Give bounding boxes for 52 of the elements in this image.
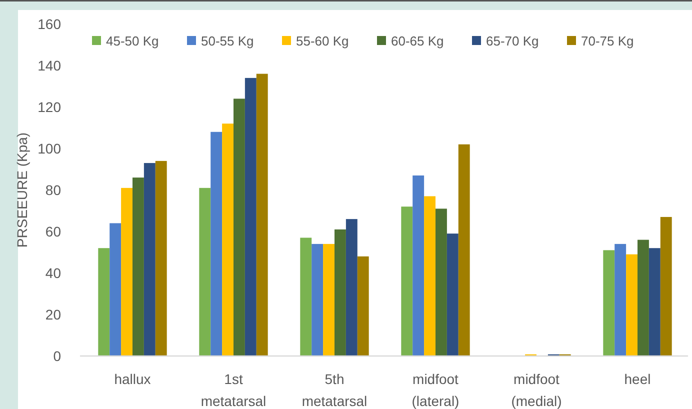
bar <box>132 178 144 356</box>
x-tick-label: midfoot (medial) <box>511 371 562 409</box>
bar <box>300 238 312 356</box>
legend-label: 55-60 Kg <box>296 34 349 49</box>
bar <box>244 78 256 356</box>
bar <box>234 98 245 356</box>
bar <box>436 208 447 356</box>
bar <box>446 234 458 356</box>
x-tick-label: 5th metatarsal <box>302 371 368 409</box>
bar <box>210 132 222 356</box>
y-tick-label: 120 <box>38 98 62 115</box>
y-tick-label: 0 <box>53 348 62 364</box>
bar <box>638 240 649 356</box>
bar <box>626 254 638 356</box>
bar <box>660 216 672 356</box>
legend-label: 60-65 Kg <box>391 34 444 49</box>
bar <box>334 229 346 356</box>
bar <box>121 188 132 356</box>
y-tick-label: 40 <box>45 264 62 281</box>
y-tick-label: 100 <box>38 140 62 156</box>
bar <box>155 160 167 356</box>
bar <box>346 219 358 356</box>
bar <box>312 244 324 356</box>
legend-label: 50-55 Kg <box>201 34 254 49</box>
y-tick-label: 160 <box>38 16 62 32</box>
x-tick-label: 1st metatarsal <box>200 371 266 409</box>
legend-label: 65-70 Kg <box>486 34 539 49</box>
legend-label: 45-50 Kg <box>106 34 159 49</box>
bar <box>648 248 660 356</box>
x-tick-label: midfoot (lateral) <box>412 371 460 409</box>
y-axis-title: PRSEEURE (Kpa) <box>14 132 30 248</box>
bar <box>98 248 110 356</box>
y-tick-label: 140 <box>38 57 62 74</box>
y-tick-label: 80 <box>45 182 62 198</box>
x-tick-label: hallux <box>114 371 151 387</box>
bar <box>603 250 615 356</box>
bar <box>401 206 413 356</box>
bar <box>110 223 122 356</box>
bar <box>357 256 369 356</box>
bar <box>458 144 470 356</box>
bar <box>323 244 334 356</box>
bar <box>222 124 234 356</box>
bar <box>614 244 626 356</box>
bar <box>199 188 211 356</box>
bar <box>412 175 424 356</box>
x-tick-label: heel <box>624 371 651 387</box>
y-tick-label: 20 <box>45 306 62 322</box>
bar <box>256 74 268 356</box>
bar <box>144 163 156 356</box>
bar <box>424 196 436 356</box>
y-tick-label: 60 <box>45 223 62 240</box>
legend-label: 70-75 Kg <box>581 34 634 49</box>
